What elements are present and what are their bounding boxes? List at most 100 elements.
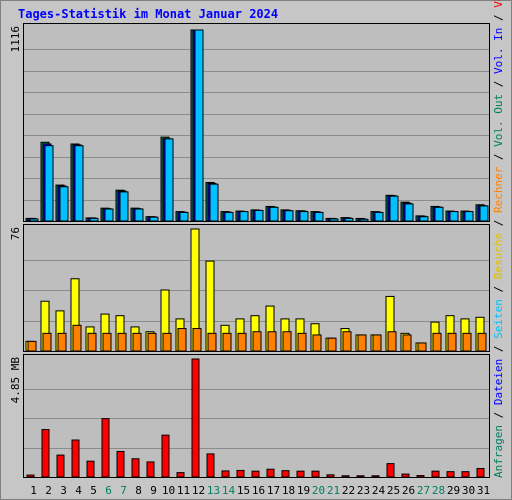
x-tick-label-day-5: 5 xyxy=(90,484,97,497)
x-tick-label-day-25: 25 xyxy=(387,484,400,497)
x-tick-label-day-11: 11 xyxy=(177,484,190,497)
bar-rechner-day-29 xyxy=(447,332,457,352)
bar-volumen-day-29 xyxy=(446,471,455,478)
x-tick-label-day-20: 20 xyxy=(312,484,325,497)
legend-entry-13: / xyxy=(492,8,505,28)
bar-rechner-day-7 xyxy=(117,332,127,352)
bar-volumen-day-3 xyxy=(56,454,65,478)
bar-seiten-day-21 xyxy=(329,218,339,222)
x-tick-label-day-10: 10 xyxy=(162,484,175,497)
x-tick-label-day-7: 7 xyxy=(120,484,127,497)
legend-entry-4: Seiten xyxy=(492,299,505,339)
bar-volumen-day-12 xyxy=(191,358,200,478)
legend-entry-7: / xyxy=(492,213,505,233)
bar-rechner-day-30 xyxy=(462,332,472,352)
bar-volumen-day-20 xyxy=(311,470,320,478)
x-tick-label-day-27: 27 xyxy=(417,484,430,497)
legend-entry-8: Rechner xyxy=(492,166,505,213)
bar-volumen-day-21 xyxy=(326,474,335,478)
x-tick-label-day-17: 17 xyxy=(267,484,280,497)
legend-entry-1: / xyxy=(492,405,505,425)
bar-rechner-day-18 xyxy=(282,331,292,352)
legend-entry-3: / xyxy=(492,339,505,359)
legend-entry-14: Volumen xyxy=(492,0,505,8)
bar-seiten-day-22 xyxy=(344,217,354,222)
bar-rechner-day-15 xyxy=(237,332,247,352)
bar-rechner-day-21 xyxy=(327,337,337,352)
bar-rechner-day-23 xyxy=(357,334,367,352)
x-tick-label-day-4: 4 xyxy=(75,484,82,497)
legend-entry-2: Dateien xyxy=(492,359,505,405)
bar-volumen-day-8 xyxy=(131,458,140,478)
bar-seiten-day-9 xyxy=(149,216,159,222)
bar-volumen-day-4 xyxy=(71,439,80,478)
x-tick-label-day-16: 16 xyxy=(252,484,265,497)
bar-seiten-day-29 xyxy=(449,211,459,222)
bar-volumen-day-16 xyxy=(251,470,260,478)
bar-seiten-day-3 xyxy=(59,186,69,222)
bar-seiten-day-10 xyxy=(164,138,174,222)
legend-entry-10: Vol. Out xyxy=(492,94,505,147)
bar-volumen-day-9 xyxy=(146,461,155,478)
bar-volumen-day-14 xyxy=(221,470,230,478)
bar-seiten-day-15 xyxy=(239,211,249,222)
bar-rechner-day-5 xyxy=(87,332,97,352)
x-tick-label-day-23: 23 xyxy=(357,484,370,497)
bar-rechner-day-14 xyxy=(222,332,232,352)
legend-entry-9: / xyxy=(492,147,505,167)
legend-entry-11: / xyxy=(492,74,505,94)
bar-volumen-day-24 xyxy=(371,475,380,478)
y-max-label-1: 1116 xyxy=(9,26,22,53)
bar-seiten-day-28 xyxy=(434,206,444,222)
x-tick-label-day-9: 9 xyxy=(150,484,157,497)
legend-entry-0: Anfragen xyxy=(492,425,505,478)
bar-volumen-day-23 xyxy=(356,475,365,478)
bar-rechner-day-8 xyxy=(132,332,142,352)
bar-rechner-day-6 xyxy=(102,332,112,352)
bar-volumen-day-18 xyxy=(281,470,290,478)
bar-seiten-day-8 xyxy=(134,208,144,222)
bar-rechner-day-9 xyxy=(147,332,157,352)
bar-rechner-day-4 xyxy=(72,324,82,352)
x-tick-label-day-1: 1 xyxy=(30,484,37,497)
x-tick-label-day-14: 14 xyxy=(222,484,236,497)
bar-volumen-day-28 xyxy=(431,470,440,478)
bar-seiten-day-25 xyxy=(389,195,399,222)
bar-seiten-day-26 xyxy=(404,203,414,222)
bar-rechner-day-2 xyxy=(42,332,52,352)
bar-seiten-day-27 xyxy=(419,216,429,222)
bar-volumen-day-22 xyxy=(341,475,350,478)
bar-volumen-day-13 xyxy=(206,453,215,478)
bar-seiten-day-31 xyxy=(479,205,489,222)
x-tick-label-day-19: 19 xyxy=(297,484,310,497)
bar-rechner-day-12 xyxy=(192,328,202,352)
bar-seiten-day-2 xyxy=(44,145,54,222)
panel-1 xyxy=(23,23,490,222)
bar-volumen-day-2 xyxy=(41,429,50,478)
bar-rechner-day-17 xyxy=(267,331,277,352)
bar-rechner-day-27 xyxy=(417,342,427,352)
bar-seiten-day-19 xyxy=(299,211,309,222)
x-tick-label-day-28: 28 xyxy=(432,484,445,497)
x-tick-label-day-26: 26 xyxy=(402,484,415,497)
bar-volumen-day-30 xyxy=(461,471,470,478)
bar-volumen-day-19 xyxy=(296,470,305,478)
bar-volumen-day-5 xyxy=(86,460,95,478)
x-tick-label-day-29: 29 xyxy=(447,484,460,497)
bar-volumen-day-25 xyxy=(386,463,395,478)
bar-volumen-day-6 xyxy=(101,418,110,478)
x-tick-label-day-6: 6 xyxy=(105,484,112,497)
x-tick-label-day-18: 18 xyxy=(282,484,295,497)
bar-seiten-day-4 xyxy=(74,145,84,222)
x-tick-label-day-21: 21 xyxy=(327,484,340,497)
bar-seiten-day-5 xyxy=(89,217,99,222)
bar-seiten-day-23 xyxy=(359,218,369,222)
legend-entry-5: / xyxy=(492,279,505,299)
bar-seiten-day-24 xyxy=(374,211,384,222)
bar-seiten-day-6 xyxy=(104,208,114,222)
x-tick-label-day-13: 13 xyxy=(207,484,220,497)
right-legend: Anfragen / Dateien / Seiten / Besuche / … xyxy=(492,0,505,478)
bar-rechner-day-3 xyxy=(57,332,67,352)
y-max-label-3: 4.85 MB xyxy=(9,357,22,404)
